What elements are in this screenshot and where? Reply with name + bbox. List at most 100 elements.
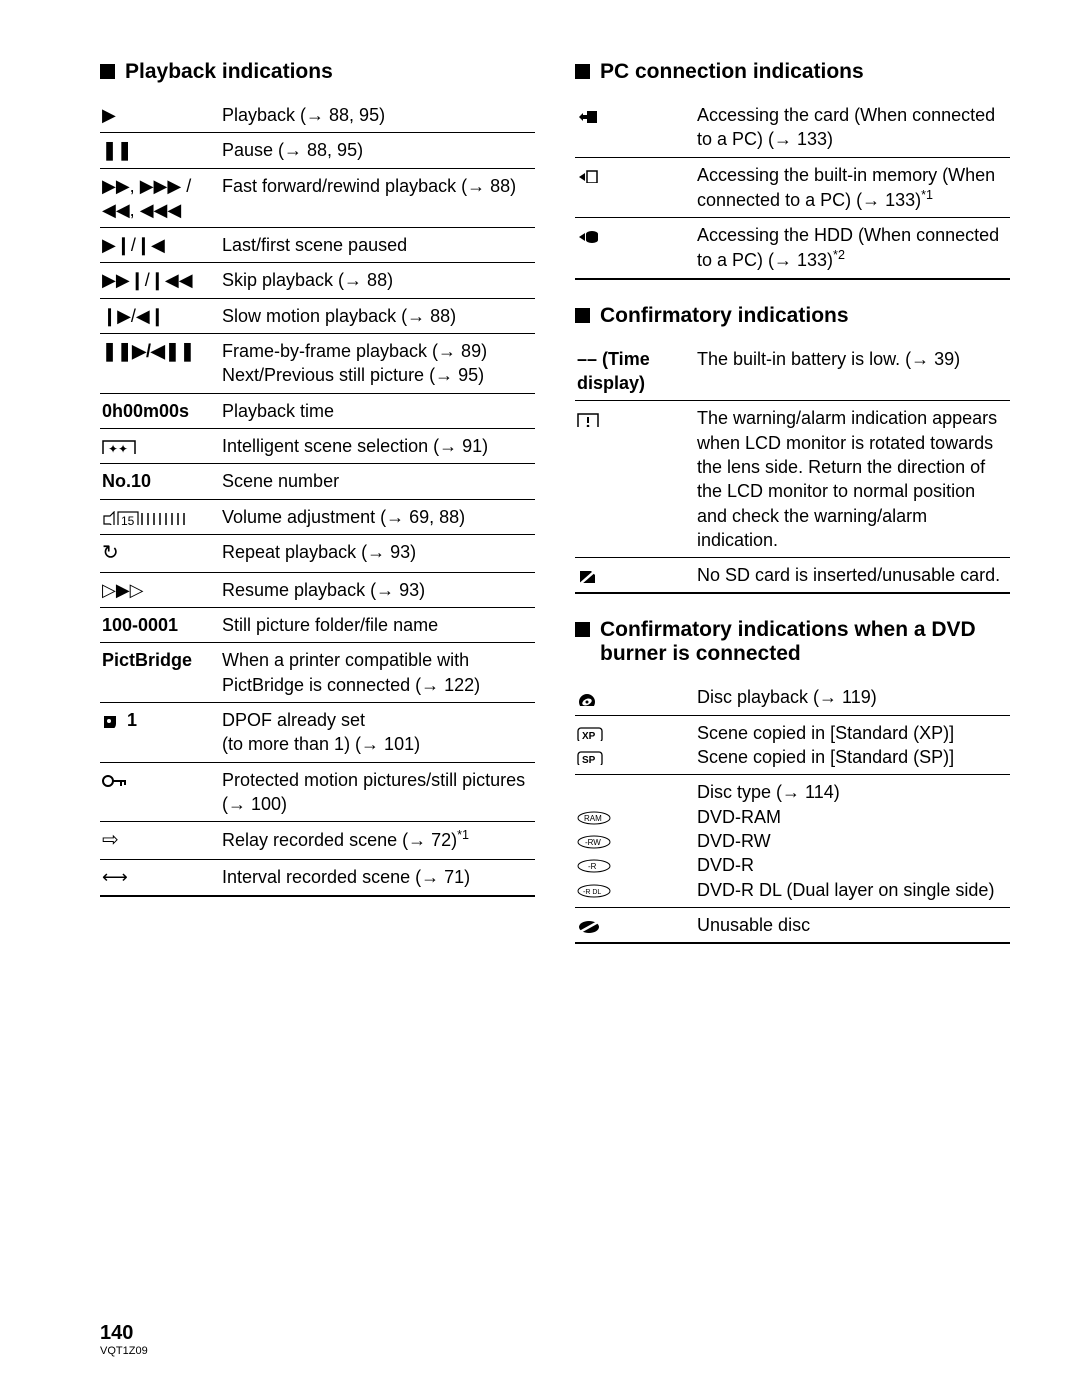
section-heading: PC connection indications — [600, 60, 864, 84]
page-footer: 140 VQT1Z09 — [100, 1322, 148, 1357]
table-row: ❚❚Pause (→ 88, 95) — [100, 133, 535, 168]
pc-conn-title: PC connection indications — [575, 60, 1010, 84]
page-columns: Playback indications ▶Playback (→ 88, 95… — [100, 60, 1010, 944]
desc: Fast forward/rewind playback (→ 88) — [220, 168, 535, 228]
desc: DPOF already set(to more than 1) (→ 101) — [220, 703, 535, 763]
table-row: 1DPOF already set(to more than 1) (→ 101… — [100, 703, 535, 763]
svg-text:15: 15 — [121, 514, 135, 525]
desc: Relay recorded scene (→ 72)*1 — [220, 822, 535, 860]
desc: Protected motion pictures/still pictures… — [220, 762, 535, 822]
desc: Frame-by-frame playback (→ 89)Next/Previ… — [220, 334, 535, 394]
section-heading: Playback indications — [125, 60, 333, 84]
desc: Unusable disc — [695, 907, 1010, 943]
scene-no-label: No.10 — [100, 464, 220, 499]
skip-icon: ▶▶❙/❙◀◀ — [100, 263, 220, 298]
table-row: ▶▶, ▶▶▶ /◀◀, ◀◀◀Fast forward/rewind play… — [100, 168, 535, 228]
desc: Scene number — [220, 464, 535, 499]
desc: Accessing the card (When connected to a … — [695, 98, 1010, 157]
section-heading: Confirmatory indications when a DVD burn… — [600, 618, 1010, 666]
table-row: ✦✦Intelligent scene selection (→ 91) — [100, 428, 535, 463]
no-card-icon — [575, 558, 695, 594]
desc: Last/first scene paused — [220, 228, 535, 263]
table-row: ⟷Interval recorded scene (→ 71) — [100, 860, 535, 896]
desc: Playback time — [220, 393, 535, 428]
table-row: Protected motion pictures/still pictures… — [100, 762, 535, 822]
table-row: XPSPScene copied in [Standard (XP)]Scene… — [575, 715, 1010, 775]
repeat-icon: ↻ — [100, 534, 220, 572]
desc: Pause (→ 88, 95) — [220, 133, 535, 168]
left-column: Playback indications ▶Playback (→ 88, 95… — [100, 60, 535, 944]
dvd-title: Confirmatory indications when a DVD burn… — [575, 618, 1010, 666]
svg-text:✦✦: ✦✦ — [108, 442, 128, 454]
desc: Volume adjustment (→ 69, 88) — [220, 499, 535, 534]
desc: Disc type (→ 114)DVD-RAMDVD-RWDVD-RDVD-R… — [695, 775, 1010, 907]
table-row: –– (Time display)The built-in battery is… — [575, 342, 1010, 401]
lastfirst-icon: ▶❙/❙◀ — [100, 228, 220, 263]
right-column: PC connection indications Accessing the … — [575, 60, 1010, 944]
desc: The built-in battery is low. (→ 39) — [695, 342, 1010, 401]
desc: Skip playback (→ 88) — [220, 263, 535, 298]
svg-text:-R DL: -R DL — [583, 889, 601, 896]
svg-text:XP: XP — [582, 731, 596, 741]
svg-text:-RW: -RW — [585, 838, 601, 847]
interval-icon: ⟷ — [100, 860, 220, 896]
table-row: 100-0001Still picture folder/file name — [100, 608, 535, 643]
svg-text:SP: SP — [582, 755, 596, 765]
confirm-title: Confirmatory indications — [575, 304, 1010, 328]
disc-play-icon — [575, 680, 695, 715]
desc: Interval recorded scene (→ 71) — [220, 860, 535, 896]
table-row: Accessing the HDD (When connected to a P… — [575, 218, 1010, 279]
pause-icon: ❚❚ — [100, 133, 220, 168]
relay-icon: ⇨ — [100, 822, 220, 860]
table-row: ↻Repeat playback (→ 93) — [100, 534, 535, 572]
section-heading: Confirmatory indications — [600, 304, 849, 328]
desc: No SD card is inserted/unusable card. — [695, 558, 1010, 594]
desc: Disc playback (→ 119) — [695, 680, 1010, 715]
table-row: Accessing the card (When connected to a … — [575, 98, 1010, 157]
playback-title: Playback indications — [100, 60, 535, 84]
time-label: 0h00m00s — [100, 393, 220, 428]
square-bullet-icon — [100, 64, 115, 79]
dpof-icon: 1 — [100, 703, 220, 763]
table-row: RAM-RW-R-R DLDisc type (→ 114)DVD-RAMDVD… — [575, 775, 1010, 907]
desc: Resume playback (→ 93) — [220, 572, 535, 607]
square-bullet-icon — [575, 622, 590, 637]
table-row: ▶Playback (→ 88, 95) — [100, 98, 535, 133]
square-bullet-icon — [575, 64, 590, 79]
page-number: 140 — [100, 1322, 148, 1345]
slowmo-icon: ❙▶/◀❙ — [100, 298, 220, 333]
table-row: ⇨Relay recorded scene (→ 72)*1 — [100, 822, 535, 860]
table-row: Unusable disc — [575, 907, 1010, 943]
desc: Slow motion playback (→ 88) — [220, 298, 535, 333]
table-row: ▶▶❙/❙◀◀Skip playback (→ 88) — [100, 263, 535, 298]
warning-icon — [575, 401, 695, 558]
folder-label: 100-0001 — [100, 608, 220, 643]
disc-types-icon: RAM-RW-R-R DL — [575, 775, 695, 907]
table-row: No SD card is inserted/unusable card. — [575, 558, 1010, 594]
table-row: ▶❙/❙◀Last/first scene paused — [100, 228, 535, 263]
desc: The warning/alarm indication appears whe… — [695, 401, 1010, 558]
hdd-access-icon — [575, 218, 695, 279]
table-row: The warning/alarm indication appears whe… — [575, 401, 1010, 558]
square-bullet-icon — [575, 308, 590, 323]
desc: Playback (→ 88, 95) — [220, 98, 535, 133]
doc-code: VQT1Z09 — [100, 1345, 148, 1357]
desc: When a printer compatible with PictBridg… — [220, 643, 535, 703]
dvd-table: Disc playback (→ 119) XPSPScene copied i… — [575, 680, 1010, 944]
playback-table: ▶Playback (→ 88, 95) ❚❚Pause (→ 88, 95) … — [100, 98, 535, 897]
resume-icon: ▷▶▷ — [100, 572, 220, 607]
table-row: Disc playback (→ 119) — [575, 680, 1010, 715]
table-row: Accessing the built-in memory (When conn… — [575, 157, 1010, 218]
table-row: ❙▶/◀❙Slow motion playback (→ 88) — [100, 298, 535, 333]
desc: Accessing the built-in memory (When conn… — [695, 157, 1010, 218]
table-row: ❚❚▶/◀❚❚Frame-by-frame playback (→ 89)Nex… — [100, 334, 535, 394]
play-icon: ▶ — [100, 98, 220, 133]
pictbridge-label: PictBridge — [100, 643, 220, 703]
table-row: 0h00m00sPlayback time — [100, 393, 535, 428]
table-row: PictBridgeWhen a printer compatible with… — [100, 643, 535, 703]
mem-access-icon — [575, 157, 695, 218]
svg-text:RAM: RAM — [584, 814, 602, 823]
ffrew-icon: ▶▶, ▶▶▶ /◀◀, ◀◀◀ — [100, 168, 220, 228]
unusable-disc-icon — [575, 907, 695, 943]
desc: Repeat playback (→ 93) — [220, 534, 535, 572]
